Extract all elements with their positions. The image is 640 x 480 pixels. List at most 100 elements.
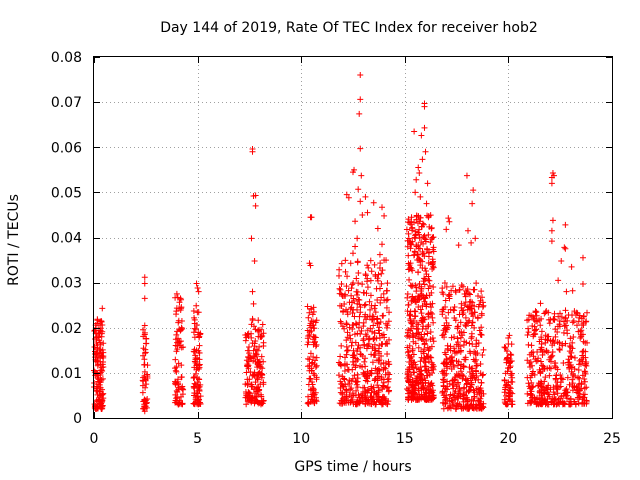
data-point xyxy=(479,294,486,301)
data-point xyxy=(409,227,416,234)
data-point xyxy=(405,266,412,273)
data-point xyxy=(567,363,574,370)
data-point xyxy=(343,320,350,327)
data-point xyxy=(576,357,583,364)
data-point xyxy=(583,384,590,391)
data-point xyxy=(412,228,419,235)
data-point xyxy=(376,324,383,331)
data-point xyxy=(419,251,426,258)
data-point xyxy=(242,331,249,338)
data-point xyxy=(174,388,181,395)
data-point xyxy=(411,248,418,255)
data-point xyxy=(192,326,199,333)
data-point xyxy=(254,398,261,405)
data-point xyxy=(349,375,356,382)
data-point xyxy=(556,321,563,328)
data-point xyxy=(551,316,558,323)
data-point xyxy=(355,296,362,303)
chart-title: Day 144 of 2019, Rate Of TEC Index for r… xyxy=(160,20,538,36)
x-tick-labels: 0 5 10 15 20 25 xyxy=(90,431,621,447)
data-point xyxy=(469,200,476,207)
data-point xyxy=(446,398,453,405)
data-point xyxy=(477,331,484,338)
data-point xyxy=(173,368,180,375)
data-point xyxy=(354,292,361,299)
data-point xyxy=(536,366,543,373)
data-point xyxy=(366,400,373,407)
data-point xyxy=(339,381,346,388)
data-point xyxy=(552,364,559,371)
data-point xyxy=(413,379,420,386)
data-point xyxy=(537,370,544,377)
data-point xyxy=(524,400,531,407)
data-point xyxy=(171,365,178,372)
data-point xyxy=(357,96,364,103)
data-point xyxy=(341,376,348,383)
data-point xyxy=(364,284,371,291)
data-point xyxy=(446,218,453,225)
y-axis-label: ROTI / TECUs xyxy=(6,194,22,286)
data-point xyxy=(442,314,449,321)
data-point xyxy=(408,283,415,290)
data-point xyxy=(97,369,104,376)
data-point xyxy=(381,212,388,219)
data-point xyxy=(561,244,568,251)
data-point xyxy=(560,318,567,325)
data-point xyxy=(571,308,578,315)
data-point xyxy=(405,219,412,226)
data-point xyxy=(377,361,384,368)
data-point xyxy=(364,327,371,334)
data-point xyxy=(454,335,461,342)
data-point xyxy=(349,310,356,317)
data-point xyxy=(251,343,258,350)
data-point xyxy=(406,342,413,349)
data-point xyxy=(441,322,448,329)
data-point xyxy=(470,187,477,194)
data-point xyxy=(508,401,515,408)
data-point xyxy=(173,348,180,355)
data-point xyxy=(368,316,375,323)
data-point xyxy=(306,367,313,374)
data-point xyxy=(340,375,347,382)
data-point xyxy=(480,390,487,397)
data-point xyxy=(385,398,392,405)
data-point xyxy=(381,393,388,400)
data-point xyxy=(347,305,354,312)
data-point xyxy=(472,377,479,384)
data-point xyxy=(414,375,421,382)
data-point xyxy=(308,306,315,313)
data-point xyxy=(418,335,425,342)
data-point xyxy=(429,300,436,307)
data-point xyxy=(368,302,375,309)
data-point xyxy=(343,393,350,400)
data-point xyxy=(143,400,150,407)
data-point xyxy=(366,298,373,305)
data-point xyxy=(549,169,556,176)
data-point xyxy=(407,319,414,326)
data-point xyxy=(343,191,350,198)
data-point xyxy=(175,317,182,324)
data-point xyxy=(377,319,384,326)
data-point xyxy=(468,379,475,386)
data-point xyxy=(310,370,317,377)
data-point xyxy=(526,360,533,367)
data-point xyxy=(569,387,576,394)
data-point xyxy=(560,329,567,336)
data-point xyxy=(582,360,589,367)
data-point xyxy=(254,387,261,394)
data-point xyxy=(355,280,362,287)
data-point xyxy=(479,352,486,359)
data-point xyxy=(174,339,181,346)
data-point xyxy=(409,357,416,364)
data-point xyxy=(358,327,365,334)
data-point xyxy=(538,328,545,335)
data-point xyxy=(419,302,426,309)
data-point xyxy=(570,317,577,324)
data-point xyxy=(426,383,433,390)
data-point xyxy=(384,351,391,358)
data-point xyxy=(190,308,197,315)
data-point xyxy=(446,404,453,411)
data-point xyxy=(455,358,462,365)
data-point xyxy=(460,398,467,405)
y-tick-label: 0.04 xyxy=(51,231,82,247)
